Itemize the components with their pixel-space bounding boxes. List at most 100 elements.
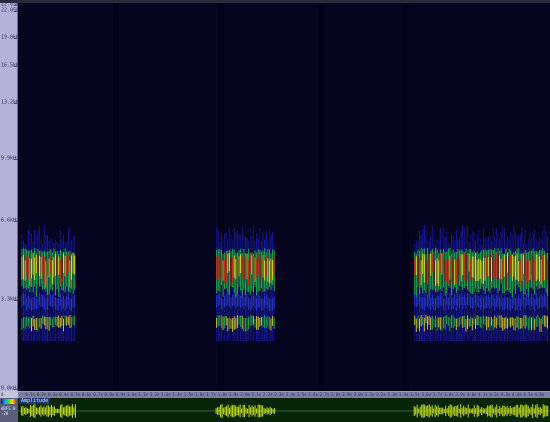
spectrogram-peak: [230, 257, 232, 283]
spectrogram-harmonic: [232, 318, 234, 332]
spectrogram-tail: [34, 296, 36, 309]
spectrogram-peak: [53, 256, 55, 278]
spectrogram-peak: [446, 259, 448, 282]
spectrogram-column: [447, 242, 449, 341]
spectrogram-harmonic: [64, 315, 66, 326]
spectrogram-harmonic: [47, 317, 48, 330]
spectrogram-peak: [55, 253, 56, 276]
spectrogram-tail: [444, 298, 446, 311]
spectrogram-harmonic: [417, 315, 419, 329]
spectrogram-tail: [27, 295, 29, 308]
spectrogram-peak: [27, 257, 29, 280]
spectrogram-harmonic: [502, 317, 504, 332]
time-ruler[interactable]: 0.1s 0.2s 0.3s 0.4s 0.5s 0.6s 0.7s 0.8s 0.9s 1.0s…: [18, 391, 550, 398]
spectrogram-tail: [460, 293, 462, 306]
spectrogram-tail: [463, 293, 465, 306]
spectrogram-tail: [37, 296, 39, 308]
waveform-panel[interactable]: Amplitude: [18, 398, 550, 422]
spectrogram-tail: [66, 296, 68, 309]
spectrogram-peak: [539, 256, 540, 282]
spectrogram-harmonic: [40, 318, 42, 329]
spectrogram-harmonic: [427, 316, 428, 330]
spectrogram-harmonic: [481, 316, 483, 329]
spectrogram-column: [435, 244, 436, 341]
spectrogram-tail: [486, 296, 488, 309]
spectrogram-harmonic: [248, 317, 250, 330]
spectrogram-harmonic: [241, 315, 243, 330]
spectrogram-tail: [543, 293, 545, 306]
spectrogram-peak: [32, 253, 34, 275]
spectrogram-peak: [433, 259, 435, 286]
frequency-axis[interactable]: 22.05kHz22.05kHz 19.8kHz 16.5kHz 13.2kHz 9.9…: [0, 2, 25, 391]
spectrogram-peak: [535, 254, 537, 281]
spectrogram-tail: [497, 293, 499, 306]
frequency-tick-mark: [14, 5, 17, 6]
frequency-tick-label: 22.05kHz: [1, 2, 25, 8]
spectrogram-peak: [455, 259, 457, 284]
spectrogram-harmonic: [262, 317, 264, 328]
frequency-tick-mark: [14, 66, 17, 67]
spectrogram-harmonic: [23, 317, 24, 329]
spectrogram-harmonic: [71, 317, 72, 328]
spectrogram-peak: [540, 259, 542, 285]
spectrogram-peak: [428, 253, 430, 280]
spectrogram-harmonic: [29, 316, 31, 328]
spectrogram-harmonic: [66, 316, 68, 326]
spectrogram-tail: [254, 296, 256, 309]
spectrogram-harmonic: [483, 315, 484, 325]
spectrogram-peak: [451, 256, 452, 282]
spectrogram-view[interactable]: [18, 3, 550, 391]
waveform-canvas[interactable]: [18, 398, 550, 422]
time-tick-label: 3.1s: [364, 392, 375, 397]
spectrogram-column: [491, 240, 492, 341]
spectrogram-tail: [48, 293, 50, 306]
spectrogram-column: [481, 244, 483, 341]
spectrogram-tail: [32, 297, 34, 310]
frequency-tick-label: 3.3kHz: [1, 296, 20, 303]
spectrogram-harmonic: [257, 316, 259, 330]
spectrogram-peak: [251, 255, 253, 275]
spectrogram-band: [228, 249, 230, 295]
spectrogram-tail: [224, 295, 226, 308]
frequency-tick-mark: [14, 11, 17, 12]
spectrogram-tail: [476, 294, 478, 307]
waveform-track-header[interactable]: dBFS 0 -20: [0, 398, 18, 422]
spectrogram-harmonic: [494, 315, 496, 328]
spectrogram-peak: [497, 253, 499, 280]
spectrogram-peak: [425, 260, 427, 285]
spectrogram-harmonic: [435, 316, 436, 328]
spectrogram-peak: [476, 260, 478, 282]
time-tick-label: 1.1s: [138, 392, 149, 397]
spectrogram-peak: [270, 258, 272, 284]
spectrogram-peak: [67, 253, 69, 272]
spectrogram-burst: [21, 225, 76, 341]
spectrogram-peak: [56, 255, 58, 277]
time-tick-label: 2.0s: [240, 392, 251, 397]
spectrogram-peak: [430, 253, 432, 276]
spectrogram-tail: [507, 297, 508, 310]
spectrogram-harmonic: [457, 318, 459, 327]
spectrogram-column: [420, 235, 422, 341]
ruler-corner: 0: [0, 391, 18, 398]
spectrogram-peak: [232, 257, 234, 283]
spectrogram-tail: [532, 296, 534, 309]
spectrogram-peak: [58, 256, 60, 276]
spectrogram-canvas[interactable]: [18, 3, 550, 391]
spectrogram-peak: [452, 258, 454, 284]
spectrogram-tail: [419, 294, 420, 307]
waveform-title: Amplitude: [19, 398, 51, 404]
spectrogram-peak: [260, 259, 262, 281]
spectrogram-peak: [47, 256, 48, 276]
spectrogram-peak: [487, 257, 489, 277]
time-tick-label: 1.4s: [172, 392, 183, 397]
spectrogram-harmonic: [270, 318, 272, 331]
spectrogram-harmonic: [468, 318, 470, 327]
spectrogram-harmonic: [478, 316, 480, 326]
spectrogram-tail: [220, 297, 222, 310]
spectrogram-harmonic: [473, 316, 475, 325]
time-tick-label: 2.7s: [319, 392, 330, 397]
spectrogram-tail: [457, 293, 459, 306]
spectrogram-tail: [228, 294, 230, 307]
spectrogram-tail: [56, 298, 58, 311]
